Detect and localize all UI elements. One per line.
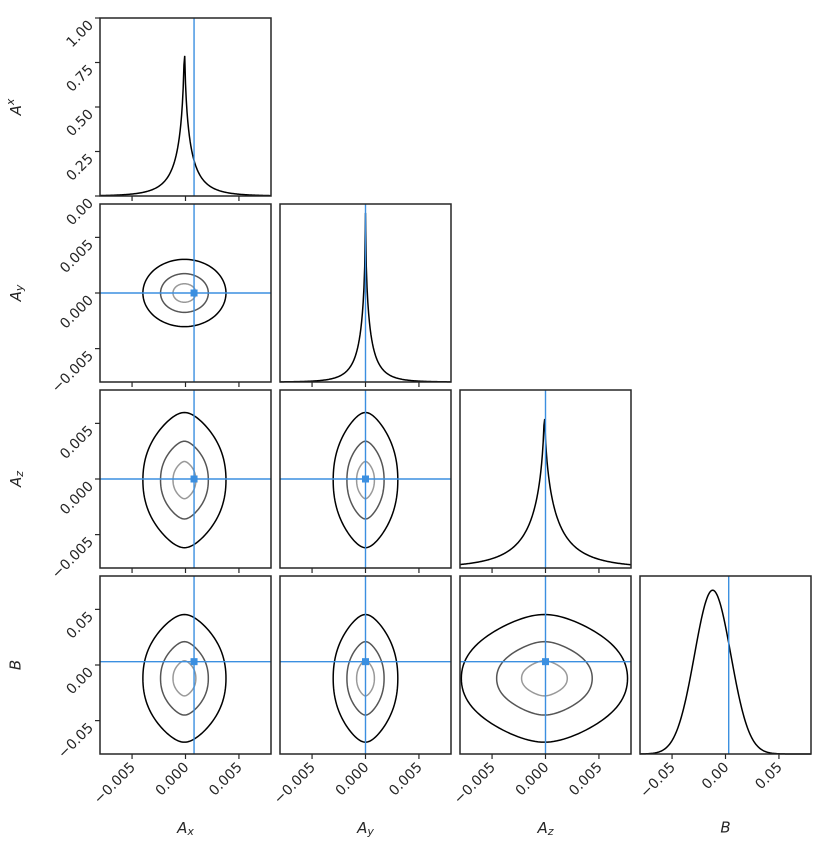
contour-outer (142, 613, 227, 743)
marginal-panel-Ay (279, 203, 452, 383)
contour-middle (495, 640, 593, 716)
contour-outer (332, 411, 399, 549)
x-axis-title-B: B (720, 819, 730, 837)
y-tick-label: 0.00 (63, 196, 96, 229)
y-tick-label: 0.005 (57, 423, 97, 463)
truth-point (190, 658, 198, 666)
contour-inner (172, 660, 197, 697)
y-tick-label: 0.25 (63, 151, 96, 184)
x-tick-label: 0.000 (333, 760, 373, 800)
y-tick-label: −0.05 (55, 720, 97, 762)
marginal-panel-Ax (99, 17, 272, 197)
contour-inner (355, 460, 376, 500)
contour-middle (346, 640, 385, 716)
contour-inner (520, 660, 569, 697)
y-axis-title-B: B (7, 660, 25, 670)
y-tick-label: 0.75 (63, 62, 96, 95)
y-tick-label: −0.005 (49, 348, 97, 396)
joint-panel-Ax-Az (99, 389, 272, 569)
contour-outer (332, 613, 399, 743)
contour-outer (460, 613, 629, 743)
joint-panel-Az-B (459, 575, 632, 755)
contour-middle (159, 640, 210, 716)
joint-panel-Ax-B (99, 575, 272, 755)
truth-point (190, 475, 198, 483)
x-axis-title-Ax: Ax (176, 819, 194, 839)
contour-middle (346, 440, 385, 520)
x-tick-label: −0.05 (637, 760, 679, 802)
x-tick-label: −0.005 (91, 760, 139, 808)
marginal-curve-Ax (99, 55, 272, 197)
y-tick-label: −0.005 (49, 534, 97, 582)
x-tick-label: −0.005 (271, 760, 319, 808)
joint-panel-Ay-Az (279, 389, 452, 569)
y-tick-label: 0.05 (63, 609, 96, 642)
x-tick-label: 0.005 (206, 760, 246, 800)
x-axis-title-Ay: Ay (356, 819, 374, 839)
x-tick-label: −0.005 (451, 760, 499, 808)
contour-middle (159, 440, 210, 520)
x-tick-label: 0.000 (153, 760, 193, 800)
x-tick-label: 0.05 (752, 760, 785, 793)
panel-frame-Ax (99, 17, 272, 197)
x-tick-label: 0.000 (513, 760, 553, 800)
y-axis-title-Ay: Ay (7, 284, 27, 302)
x-tick-label: 0.005 (386, 760, 426, 800)
y-axis-title-Ax: Ax (4, 98, 25, 116)
x-tick-label: 0.00 (699, 760, 732, 793)
x-axis-title-Az: Az (536, 819, 553, 839)
truth-point (190, 289, 198, 297)
y-tick-label: 0.50 (63, 107, 96, 140)
joint-panel-Ay-B (279, 575, 452, 755)
panel-frame (99, 575, 272, 755)
truth-point (362, 475, 369, 483)
marginal-panel-Az (459, 389, 632, 569)
y-tick-label: 0.000 (57, 293, 97, 333)
truth-point (362, 658, 369, 666)
y-tick-label: 0.00 (63, 665, 96, 698)
y-tick-label: 0.005 (57, 237, 97, 277)
x-tick-label: 0.005 (566, 760, 606, 800)
contour-inner (172, 460, 197, 500)
y-tick-label: 0.000 (57, 479, 97, 519)
y-tick-label: 1.00 (63, 18, 96, 51)
panel-frame-B (639, 575, 812, 755)
contour-outer (142, 411, 227, 549)
joint-panel-Ax-Ay (99, 203, 272, 383)
y-axis-title-Az: Az (7, 471, 27, 488)
truth-point (542, 658, 549, 666)
contour-inner (355, 660, 376, 697)
marginal-curve-B (639, 589, 811, 755)
marginal-panel-B (639, 575, 812, 755)
